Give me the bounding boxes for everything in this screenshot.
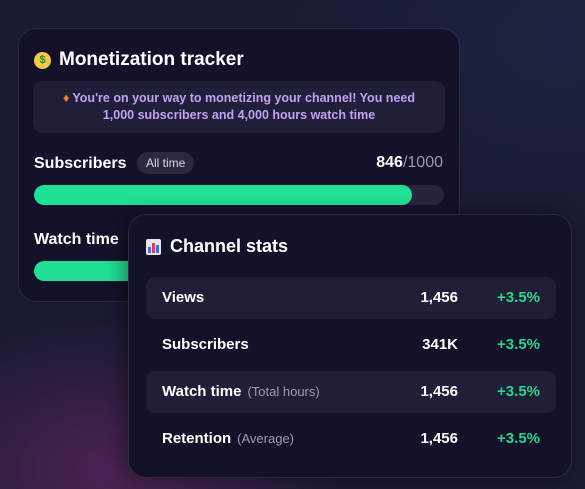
stat-change: +3.5%: [497, 336, 540, 353]
banner-line-1: You're on your way to monetizing your ch…: [72, 91, 415, 105]
monetization-title-text: Monetization tracker: [59, 49, 244, 70]
stat-row-views: Views 1,456 +3.5%: [146, 277, 556, 319]
stat-name: Retention: [162, 430, 232, 447]
stat-value: 341K: [422, 336, 458, 353]
stat-row-retention: Retention (Average) 1,456 +3.5%: [146, 418, 556, 460]
stat-change: +3.5%: [497, 289, 540, 306]
fire-icon: ♦: [63, 91, 70, 105]
stat-row-subscribers: Subscribers 341K +3.5%: [146, 324, 556, 366]
channel-stats-card: Channel stats Views 1,456 +3.5% Subscrib…: [128, 214, 572, 478]
stat-change: +3.5%: [497, 383, 540, 400]
stat-name: Views: [162, 289, 205, 306]
stat-note: (Average): [237, 431, 295, 446]
stat-value: 1,456: [420, 289, 458, 306]
subscribers-target: /1000: [402, 154, 443, 171]
stat-change: +3.5%: [497, 430, 540, 447]
monetization-banner: ♦ You're on your way to monetizing your c…: [33, 81, 445, 133]
subscribers-progress-fill: [34, 185, 413, 205]
bar-chart-icon: [146, 238, 161, 255]
stat-value: 1,456: [420, 430, 458, 447]
stat-row-watch-time: Watch time (Total hours) 1,456 +3.5%: [146, 371, 556, 413]
monetization-title: Monetization tracker: [34, 49, 244, 71]
subscribers-label: Subscribers: [34, 155, 127, 172]
subscribers-filter-badge[interactable]: All time: [137, 152, 195, 174]
stat-name: Watch time: [162, 383, 242, 400]
watch-time-label: Watch time: [34, 231, 119, 248]
money-face-icon: [34, 51, 51, 69]
channel-stats-title-text: Channel stats: [170, 236, 289, 256]
stat-note: (Total hours): [247, 384, 320, 399]
banner-line-2: 1,000 subscribers and 4,000 hours watch …: [102, 108, 376, 122]
stat-name: Subscribers: [162, 336, 249, 353]
subscribers-progress-track: [34, 185, 444, 205]
stat-value: 1,456: [420, 383, 458, 400]
subscribers-current: 846: [376, 154, 403, 171]
channel-stats-title: Channel stats: [146, 236, 288, 257]
subscribers-count: 846/1000: [376, 154, 443, 172]
